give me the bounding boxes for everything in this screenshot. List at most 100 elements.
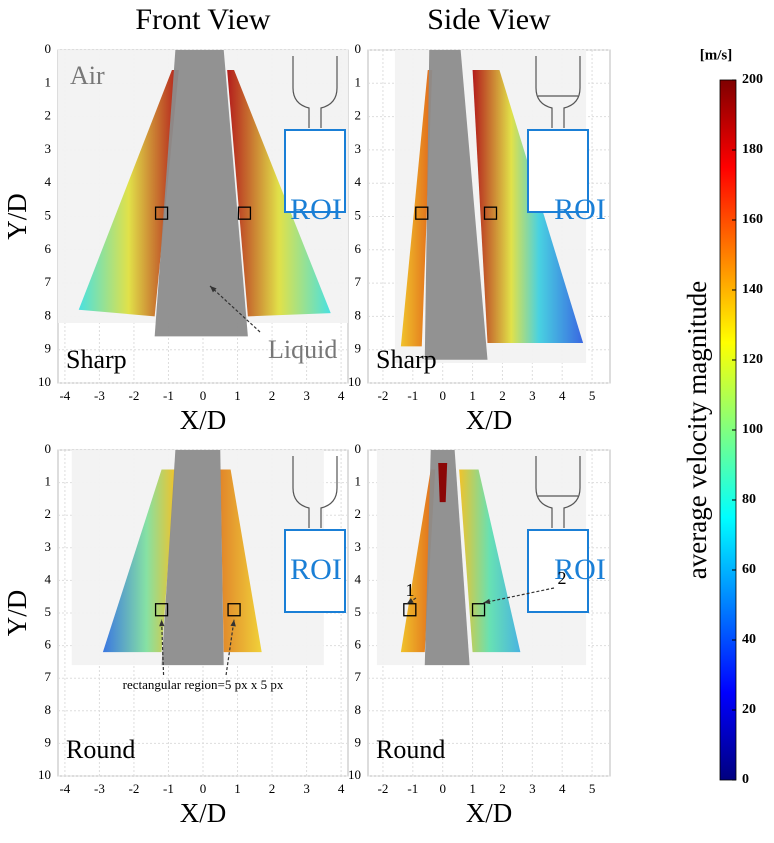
- y-tick-label: 3: [45, 539, 52, 554]
- y-tick-label: 6: [45, 241, 52, 256]
- x-tick-label: 5: [589, 781, 596, 796]
- arrow: [225, 619, 235, 676]
- y-tick-label: 3: [45, 141, 52, 156]
- x-tick-label: -3: [94, 781, 105, 796]
- y-tick-label: 7: [45, 669, 52, 684]
- probe: [237, 206, 252, 220]
- y-tick-label: 1: [355, 474, 362, 489]
- annotation: 1: [406, 580, 415, 600]
- x-tick-label: 0: [439, 781, 446, 796]
- probe: [227, 603, 241, 617]
- x-axis-label: X/D: [180, 405, 227, 435]
- roi-box: [284, 129, 346, 213]
- nozzle-outline: [292, 456, 338, 528]
- annotation: Air: [70, 61, 105, 90]
- y-tick-label: 2: [45, 108, 52, 123]
- x-tick-label: 0: [200, 781, 207, 796]
- y-tick-label: 10: [38, 767, 51, 782]
- arrow: [160, 619, 165, 676]
- colorbar-tick-label: 140: [742, 282, 763, 297]
- x-tick-label: 4: [559, 781, 566, 796]
- annotation: rectangular region=5 px x 5 px: [123, 677, 284, 692]
- probe: [154, 206, 169, 220]
- arrow-head: [406, 598, 414, 604]
- x-tick-label: 4: [559, 388, 566, 403]
- spray-field: [78, 69, 179, 317]
- x-tick-label: 2: [499, 388, 506, 403]
- x-tick-label: 3: [303, 781, 310, 796]
- y-tick-label: 9: [355, 341, 362, 356]
- spray-field: [424, 450, 470, 666]
- colorbar-tick-label: 120: [742, 352, 763, 367]
- y-tick-label: 6: [355, 241, 362, 256]
- y-tick-label: 4: [45, 174, 52, 189]
- x-axis-label: X/D: [466, 798, 513, 828]
- annotation: ROI: [290, 193, 342, 226]
- panel-title: Side View: [427, 3, 551, 36]
- x-tick-label: 4: [338, 388, 345, 403]
- spray-field: [459, 469, 521, 653]
- y-tick-label: 5: [355, 604, 362, 619]
- x-tick-label: -1: [407, 388, 418, 403]
- x-axis-label: X/D: [466, 405, 513, 435]
- y-tick-label: 8: [355, 702, 362, 717]
- y-tick-label: 1: [45, 74, 52, 89]
- arrow-head: [483, 598, 491, 605]
- probe: [154, 603, 169, 617]
- arrow-head: [210, 286, 217, 293]
- x-tick-label: -4: [59, 781, 70, 796]
- roi-box: [527, 529, 589, 613]
- y-axis-label: Y/D: [2, 193, 32, 240]
- x-tick-label: 1: [469, 388, 476, 403]
- colorbar-tick-label: 180: [742, 142, 763, 157]
- spray-field: [154, 50, 248, 337]
- y-tick-label: 6: [355, 637, 362, 652]
- y-tick-label: 9: [45, 734, 52, 749]
- colorbar-tick-label: 100: [742, 422, 763, 437]
- y-tick-label: 10: [348, 767, 361, 782]
- colorbar-tick-label: 40: [742, 632, 756, 647]
- x-tick-label: -1: [407, 781, 418, 796]
- roi-box: [284, 529, 346, 613]
- nozzle-outline: [535, 456, 581, 528]
- annotation: Round: [66, 735, 135, 764]
- x-tick-label: 3: [529, 388, 536, 403]
- x-tick-label: 1: [469, 781, 476, 796]
- x-axis-label: X/D: [180, 798, 227, 828]
- y-tick-label: 0: [45, 441, 52, 456]
- colorbar-tick-label: 0: [742, 772, 749, 787]
- spray-field: [424, 50, 488, 360]
- probe: [403, 603, 417, 617]
- x-tick-label: 3: [303, 388, 310, 403]
- y-tick-label: 5: [45, 207, 52, 222]
- y-tick-label: 0: [355, 41, 362, 56]
- y-tick-label: 2: [45, 506, 52, 521]
- y-tick-label: 6: [45, 637, 52, 652]
- y-tick-label: 5: [45, 604, 52, 619]
- colorbar-tick-label: 20: [742, 702, 756, 717]
- y-tick-label: 9: [45, 341, 52, 356]
- roi-box: [527, 129, 589, 213]
- x-tick-label: 5: [589, 388, 596, 403]
- spray-field: [220, 469, 262, 653]
- annotation: ROI: [554, 553, 606, 586]
- y-tick-label: 4: [355, 174, 362, 189]
- y-tick-label: 2: [355, 108, 362, 123]
- x-tick-label: 2: [269, 388, 276, 403]
- spray-field: [161, 450, 224, 666]
- y-tick-label: 3: [355, 539, 362, 554]
- y-tick-label: 4: [355, 571, 362, 586]
- annotation: Sharp: [376, 345, 437, 374]
- nozzle-outline: [535, 56, 581, 128]
- annotation: Liquid: [268, 335, 337, 364]
- y-tick-label: 0: [355, 441, 362, 456]
- y-tick-label: 0: [45, 41, 52, 56]
- colorbar-tick-label: 60: [742, 562, 756, 577]
- y-tick-label: 5: [355, 207, 362, 222]
- y-tick-label: 8: [45, 307, 52, 322]
- y-tick-label: 1: [355, 74, 362, 89]
- panel-title: Front View: [135, 3, 270, 36]
- probe: [415, 206, 429, 220]
- x-tick-label: -2: [129, 781, 140, 796]
